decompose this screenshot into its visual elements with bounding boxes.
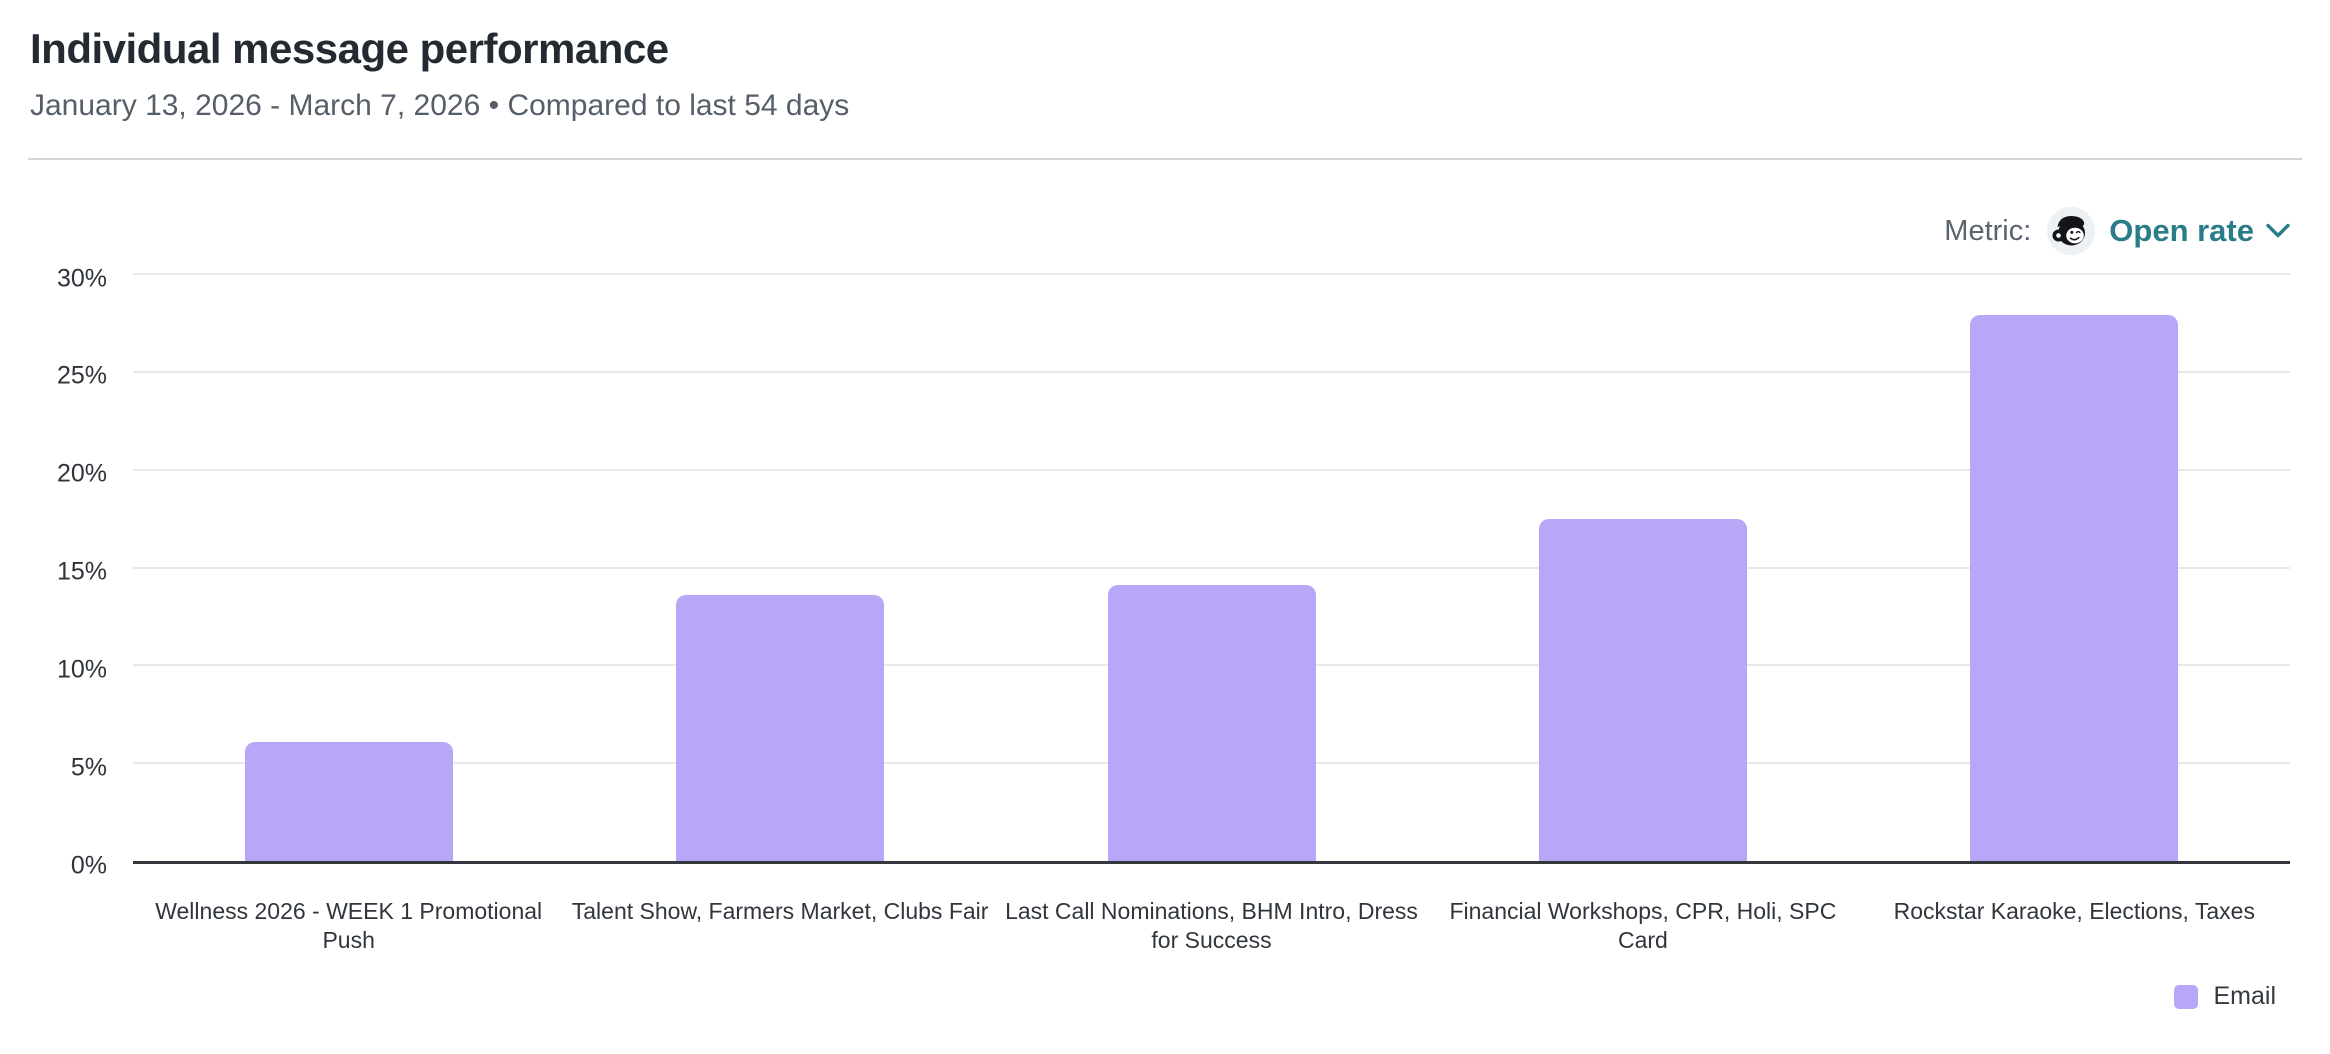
- y-tick-label-10: 10%: [56, 655, 107, 684]
- page-title: Individual message performance: [30, 25, 669, 72]
- chevron-down-icon[interactable]: [2266, 223, 2290, 239]
- y-tick-label-25: 25%: [56, 361, 107, 390]
- legend-label-email: Email: [2213, 982, 2276, 1010]
- x-axis-label-4: Rockstar Karaoke, Elections, Taxes: [1893, 898, 2255, 924]
- metric-label: Metric:: [1944, 214, 2032, 247]
- y-tick-label-20: 20%: [56, 459, 107, 488]
- gridline-15: [133, 566, 2290, 569]
- chart-legend: Email: [2174, 982, 2276, 1011]
- report-header: Individual message performance January 1…: [30, 24, 849, 124]
- plot-area: [133, 273, 2290, 864]
- mailchimp-freddie-icon: [2047, 207, 2096, 255]
- bar-email-2[interactable]: [1107, 585, 1316, 861]
- y-axis: 0% 5% 10% 15% 20% 25% 30%: [0, 264, 107, 879]
- x-axis-label-1: Talent Show, Farmers Market, Clubs Fair: [571, 898, 989, 924]
- gridline-30: [133, 273, 2290, 275]
- x-axis-label-2: Last Call Nominations, BHM Intro, Dress f…: [1005, 898, 1418, 953]
- y-tick-label-0: 0%: [70, 851, 107, 879]
- x-axis-label-0: Wellness 2026 - WEEK 1 Promotional Push: [155, 898, 543, 953]
- y-tick-label-15: 15%: [56, 557, 107, 586]
- y-tick-label-5: 5%: [70, 753, 107, 782]
- bar-email-3[interactable]: [1538, 518, 1747, 861]
- y-tick-label-30: 30%: [56, 264, 107, 292]
- gridline-20: [133, 468, 2290, 471]
- bar-email-0[interactable]: [244, 741, 453, 861]
- bar-email-4[interactable]: [1970, 315, 2179, 861]
- bar-chart: 0% 5% 10% 15% 20% 25% 30% Wellness 2026 - WEEK…: [0, 264, 2330, 997]
- date-range-subtitle: January 13, 2026 - March 7, 2026 • Compa…: [30, 89, 850, 122]
- legend-swatch-email: [2174, 984, 2199, 1009]
- gridline-25: [133, 370, 2290, 373]
- metric-selector-dropdown[interactable]: Metric: Open rate: [1944, 206, 2290, 256]
- header-divider: [28, 158, 2302, 160]
- bar-email-1[interactable]: [676, 594, 885, 861]
- x-axis-label-3: Financial Workshops, CPR, Holi, SPC Card: [1449, 898, 1837, 953]
- metric-value[interactable]: Open rate: [2109, 213, 2254, 248]
